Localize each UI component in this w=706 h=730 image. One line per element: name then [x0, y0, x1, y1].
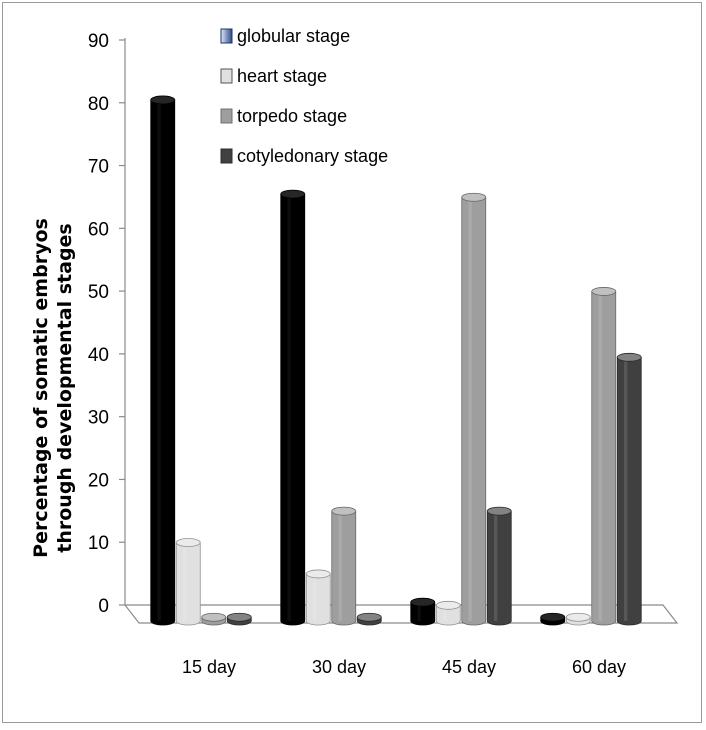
bar-torpedo-stage-15-day [201, 612, 227, 626]
legend-swatch [220, 108, 233, 124]
bar-cotyledonary-stage-60-day [616, 352, 642, 626]
legend-swatch [220, 28, 233, 44]
bar-globular-stage-30-day [280, 189, 306, 626]
bar-heart-stage-60-day [565, 612, 591, 626]
bar-torpedo-stage-30-day [331, 506, 357, 626]
bar-chart: 0 10 20 30 40 50 60 70 80 90 Percentage of somatic… [30, 26, 679, 677]
bar-torpedo-stage-60-day [591, 287, 617, 626]
bar-heart-stage-45-day [435, 600, 461, 626]
x-tick-label: 30 day [312, 657, 366, 677]
y-tick-label: 70 [88, 157, 109, 178]
bar-heart-stage-15-day [175, 538, 201, 626]
legend-entry: heart stage [220, 66, 327, 86]
bar-globular-stage-45-day [410, 597, 436, 626]
bar-globular-stage-15-day [150, 95, 176, 626]
y-tick-label: 40 [88, 345, 109, 366]
y-axis-label-line: Percentage of somatic embryos [30, 218, 52, 558]
y-tick-label: 60 [88, 219, 109, 240]
bar-heart-stage-30-day [305, 569, 331, 626]
y-axis-label-line: through developmental stages [54, 223, 76, 552]
legend-entry: cotyledonary stage [220, 146, 388, 166]
bar-torpedo-stage-45-day [461, 192, 487, 626]
x-tick-label: 45 day [442, 657, 496, 677]
legend-swatch [220, 148, 233, 164]
y-tick-label: 50 [88, 282, 109, 303]
legend-label: torpedo stage [237, 106, 347, 126]
bar-cotyledonary-stage-45-day [486, 506, 512, 626]
legend-swatch [220, 68, 233, 84]
y-tick-label: 90 [88, 31, 109, 52]
y-tick-label: 80 [88, 94, 109, 115]
bar-cotyledonary-stage-15-day [226, 612, 252, 626]
legend-label: cotyledonary stage [237, 146, 388, 166]
y-tick-label: 10 [88, 533, 109, 554]
chart-frame: 0 10 20 30 40 50 60 70 80 90 Percentage of somatic… [2, 2, 702, 723]
y-tick-label: 20 [88, 470, 109, 491]
legend-label: heart stage [237, 66, 327, 86]
y-tick-label: 30 [88, 408, 109, 429]
bar-globular-stage-60-day [540, 612, 566, 626]
x-tick-label: 60 day [572, 657, 626, 677]
x-tick-label: 15 day [182, 657, 236, 677]
legend-entry: globular stage [220, 26, 350, 46]
y-tick-label: 0 [98, 596, 109, 617]
legend-label: globular stage [237, 26, 350, 46]
bar-cotyledonary-stage-30-day [356, 612, 382, 626]
legend-entry: torpedo stage [220, 106, 347, 126]
